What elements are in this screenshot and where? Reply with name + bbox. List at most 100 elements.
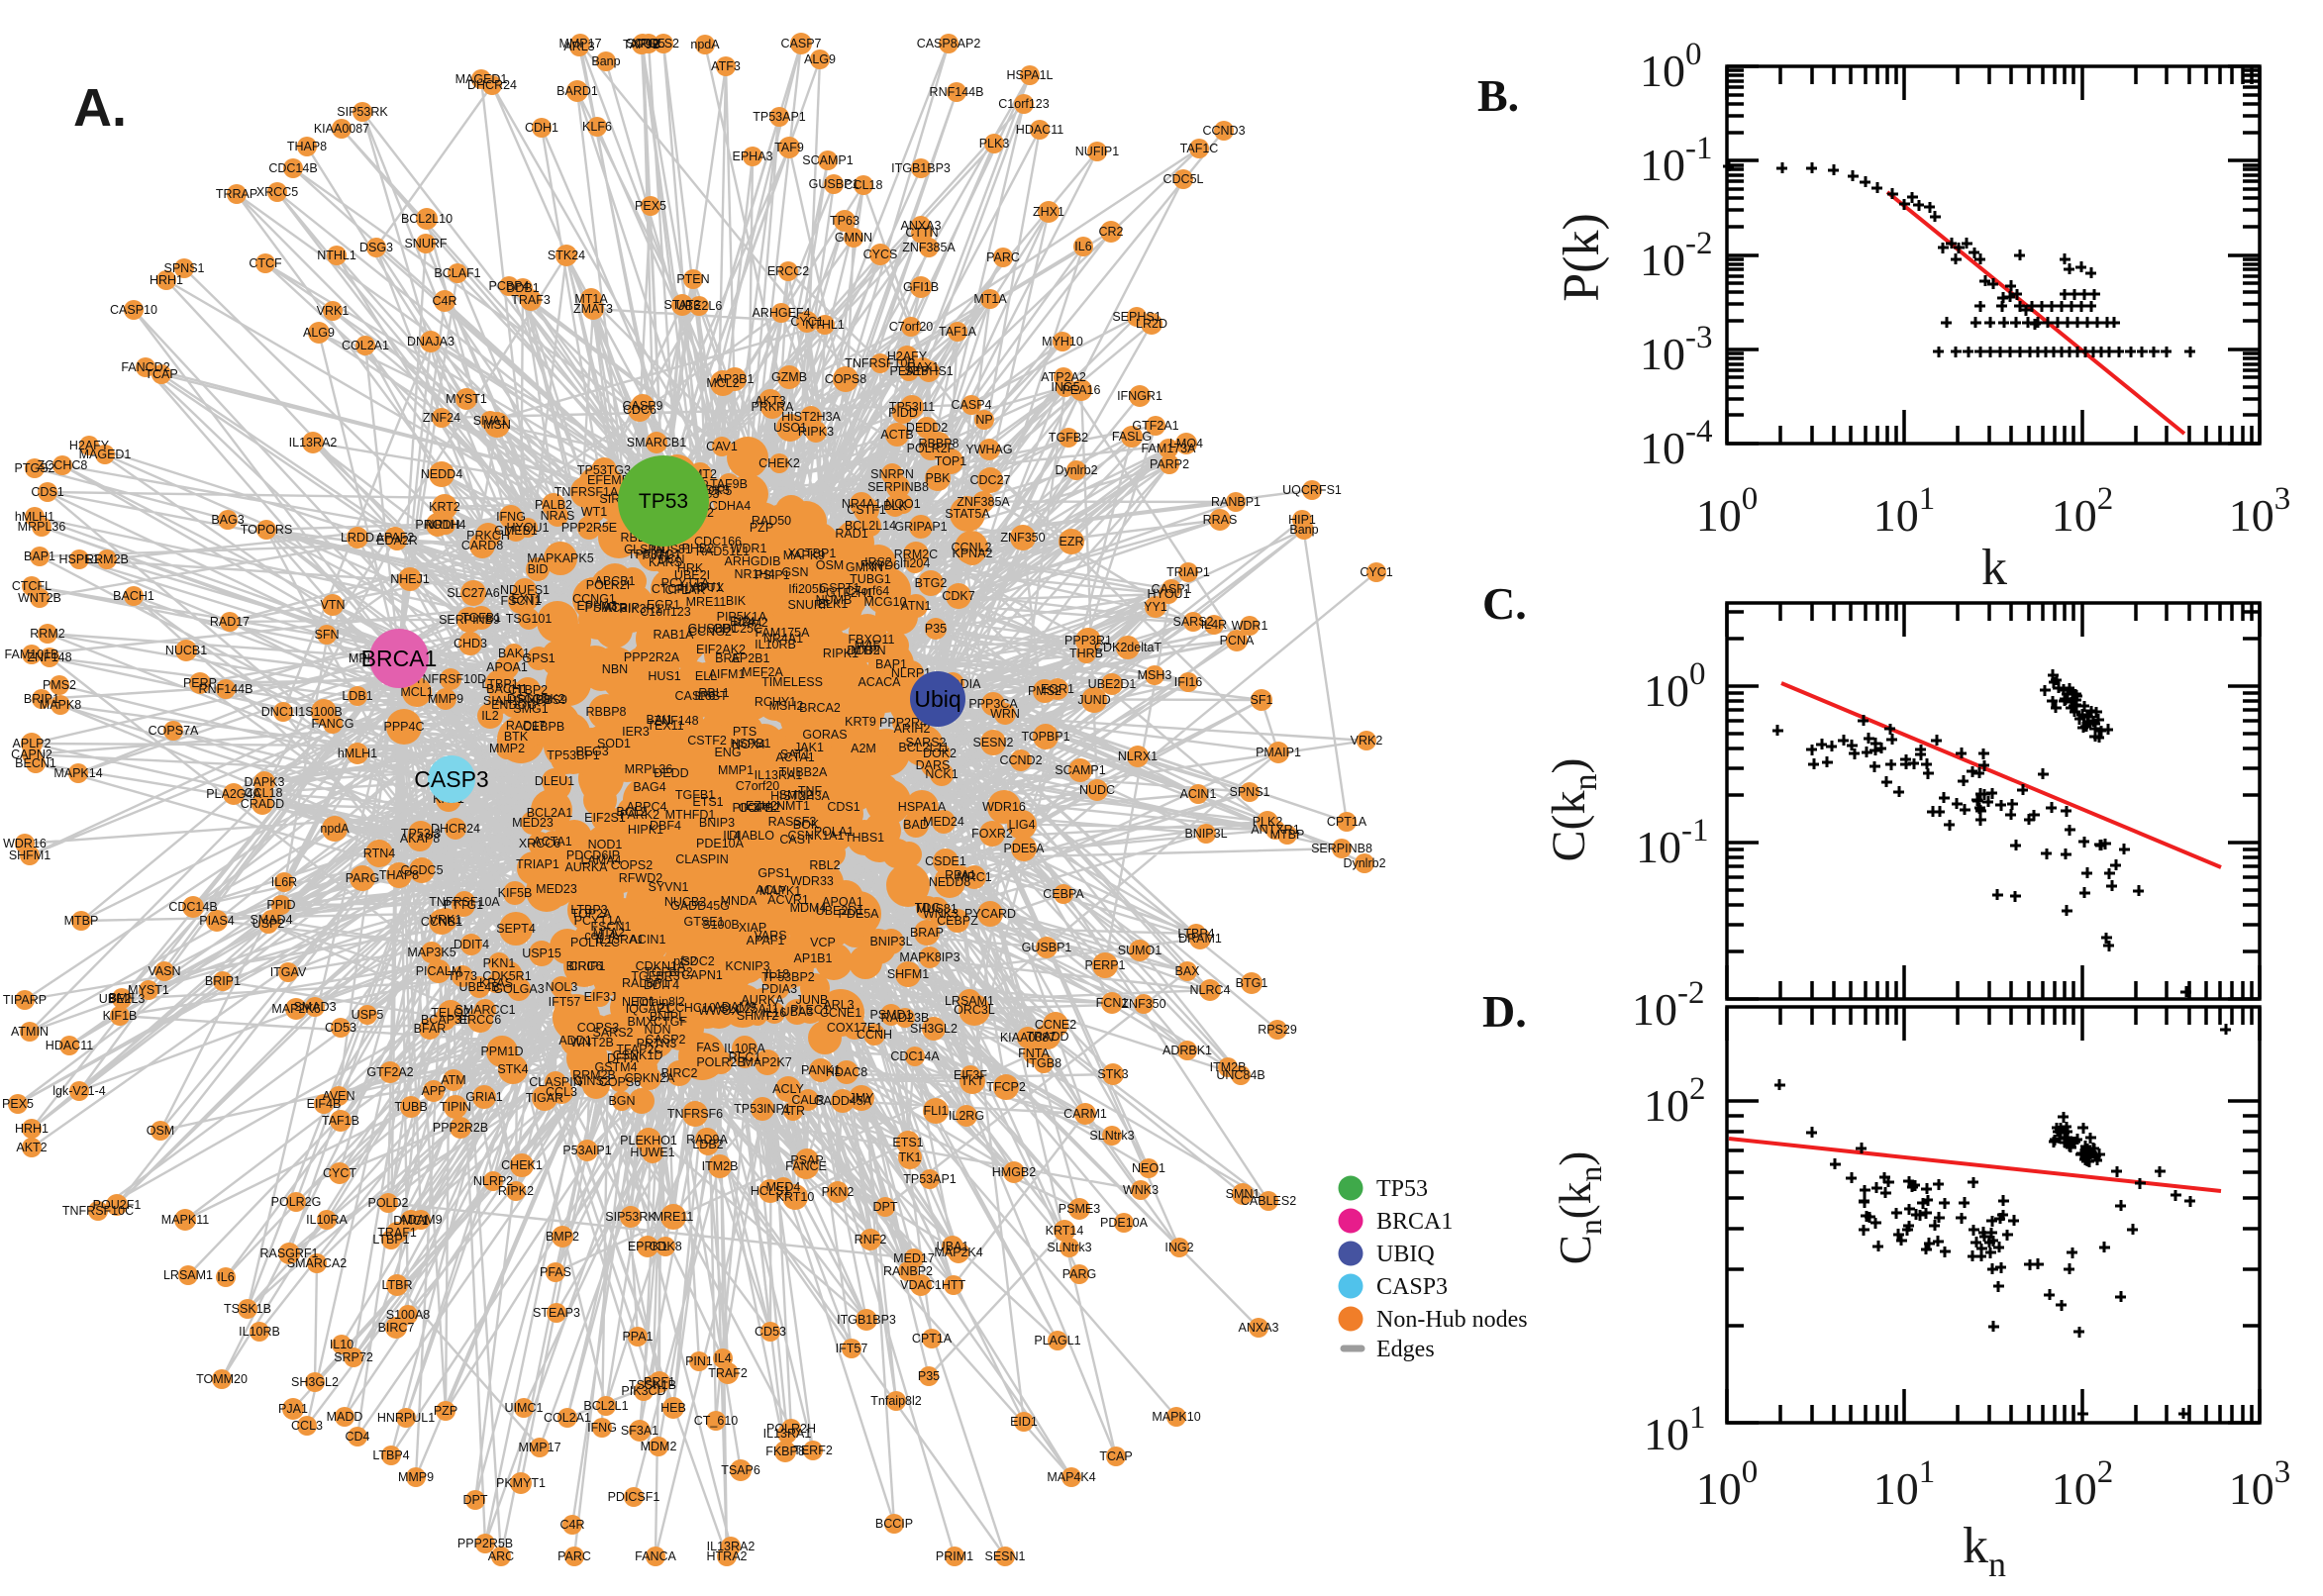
svg-text:GFI1B: GFI1B — [903, 280, 939, 294]
svg-text:APLP2: APLP2 — [13, 737, 51, 750]
svg-text:MCG10: MCG10 — [863, 595, 906, 609]
svg-text:AKAP8: AKAP8 — [400, 832, 440, 846]
svg-text:DCN: DCN — [657, 552, 684, 566]
svg-text:RNF144B: RNF144B — [199, 682, 253, 696]
svg-text:NRAS: NRAS — [541, 509, 575, 523]
svg-text:LMO4: LMO4 — [1169, 437, 1203, 450]
svg-text:GSPT1: GSPT1 — [820, 581, 860, 595]
svg-text:ATP2A2: ATP2A2 — [1041, 370, 1086, 384]
svg-text:CD53: CD53 — [755, 1325, 786, 1339]
svg-text:VRK1: VRK1 — [430, 913, 462, 927]
svg-text:PSMD1: PSMD1 — [869, 1008, 912, 1022]
svg-text:CCNB1: CCNB1 — [421, 915, 462, 929]
svg-text:RRM2: RRM2 — [30, 627, 64, 641]
svg-text:NUMB: NUMB — [816, 593, 853, 607]
svg-text:hMLH1: hMLH1 — [15, 510, 54, 524]
svg-text:AVEN: AVEN — [322, 1089, 354, 1103]
svg-text:SNURF: SNURF — [787, 598, 830, 612]
svg-text:CTGF: CTGF — [654, 1015, 687, 1029]
svg-text:PMAIP1: PMAIP1 — [1256, 746, 1301, 759]
svg-text:CHEK2: CHEK2 — [758, 456, 800, 470]
svg-text:Dynlrb2: Dynlrb2 — [1343, 856, 1385, 870]
svg-text:RBBP8: RBBP8 — [919, 437, 960, 450]
svg-text:IFI16: IFI16 — [1174, 675, 1203, 689]
svg-text:PLEKHO1: PLEKHO1 — [620, 1134, 677, 1147]
svg-text:PIDD: PIDD — [888, 406, 918, 420]
svg-text:MMP1: MMP1 — [718, 763, 754, 777]
svg-text:TP53: TP53 — [639, 490, 688, 513]
svg-text:TGFB2: TGFB2 — [1049, 431, 1088, 445]
svg-text:NEO1: NEO1 — [622, 995, 656, 1009]
svg-text:Ifi205b: Ifi205b — [788, 582, 826, 596]
svg-text:TFAP2C: TFAP2C — [616, 1043, 662, 1056]
svg-text:CDKN1A: CDKN1A — [636, 959, 686, 973]
svg-text:APOA1: APOA1 — [822, 895, 863, 909]
svg-text:SCAMP1: SCAMP1 — [1055, 763, 1105, 777]
svg-text:BRCA1: BRCA1 — [361, 646, 438, 671]
svg-text:CDS1: CDS1 — [31, 485, 63, 499]
svg-text:PYCARD: PYCARD — [964, 907, 1016, 921]
svg-text:HAX1: HAX1 — [907, 360, 940, 374]
svg-text:Ifi204: Ifi204 — [900, 556, 931, 570]
svg-text:APAF2: APAF2 — [376, 531, 415, 545]
svg-text:HSPE1: HSPE1 — [59, 552, 100, 566]
svg-text:FBXO11: FBXO11 — [848, 633, 894, 647]
svg-text:MDM2: MDM2 — [641, 1440, 677, 1453]
svg-text:GUSBP1: GUSBP1 — [688, 622, 739, 636]
svg-text:ZNF385A: ZNF385A — [957, 495, 1010, 509]
svg-text:PEG3: PEG3 — [575, 745, 608, 758]
svg-text:EZR: EZR — [1060, 535, 1084, 549]
svg-text:CR2: CR2 — [1098, 225, 1123, 239]
svg-text:P(k): P(k) — [1554, 213, 1610, 302]
svg-text:NDUFS1: NDUFS1 — [500, 583, 550, 597]
svg-text:BACH1: BACH1 — [486, 682, 528, 696]
svg-text:BCAP31: BCAP31 — [421, 1013, 468, 1027]
svg-text:TP53BP2: TP53BP2 — [761, 970, 815, 984]
svg-text:RAD50: RAD50 — [752, 514, 791, 528]
svg-text:PPP2R5E: PPP2R5E — [561, 521, 617, 535]
svg-text:MAGED1: MAGED1 — [455, 72, 508, 86]
svg-text:IL13RA1: IL13RA1 — [596, 933, 645, 947]
svg-text:HCLS1: HCLS1 — [751, 1184, 790, 1198]
svg-text:CCL18: CCL18 — [245, 786, 283, 800]
svg-text:CASP10: CASP10 — [110, 303, 157, 317]
svg-text:XRCC5: XRCC5 — [256, 185, 298, 199]
svg-text:PIAS4: PIAS4 — [199, 914, 234, 928]
svg-text:BIRC6: BIRC6 — [566, 959, 603, 973]
svg-text:CPT1A: CPT1A — [912, 1332, 953, 1346]
svg-text:BRCA1: BRCA1 — [1376, 1209, 1453, 1235]
svg-text:C(kn): C(kn) — [1543, 758, 1604, 862]
svg-text:FAM173A: FAM173A — [1142, 442, 1197, 455]
svg-text:SF1: SF1 — [1251, 693, 1273, 707]
svg-text:DIABLO: DIABLO — [729, 829, 774, 843]
svg-text:ARC: ARC — [488, 1549, 514, 1563]
svg-text:AP3B1: AP3B1 — [716, 372, 755, 386]
svg-text:CSNK1A1: CSNK1A1 — [788, 829, 845, 843]
svg-text:BNIP3L: BNIP3L — [869, 935, 912, 948]
svg-text:TERF2: TERF2 — [793, 1444, 833, 1457]
svg-text:TUBB: TUBB — [394, 1100, 427, 1114]
svg-text:CYC1: CYC1 — [1360, 565, 1392, 579]
svg-text:PRF1: PRF1 — [644, 1375, 675, 1389]
svg-text:PDCD6IP: PDCD6IP — [566, 848, 620, 862]
svg-text:RIPK1: RIPK1 — [823, 647, 858, 660]
svg-text:TOPBP1: TOPBP1 — [1021, 730, 1069, 744]
svg-text:LTBR: LTBR — [381, 1278, 412, 1292]
svg-text:FAM175A: FAM175A — [756, 626, 811, 640]
svg-text:NUFIP1: NUFIP1 — [1075, 145, 1120, 158]
svg-text:CT_610: CT_610 — [694, 1414, 739, 1428]
svg-text:TSG101: TSG101 — [506, 612, 553, 626]
svg-text:CDK2: CDK2 — [532, 692, 564, 706]
svg-text:HRH1: HRH1 — [150, 273, 183, 287]
svg-text:NTHL1: NTHL1 — [805, 318, 845, 332]
svg-text:SPNS1: SPNS1 — [1230, 785, 1270, 799]
svg-text:GINS2: GINS2 — [573, 1074, 611, 1088]
svg-text:MAP2K7: MAP2K7 — [743, 1055, 791, 1069]
svg-text:HUS1: HUS1 — [648, 669, 680, 683]
svg-text:TDG: TDG — [915, 901, 941, 915]
svg-text:KRT10: KRT10 — [776, 1190, 815, 1204]
svg-text:PARP2: PARP2 — [1150, 457, 1189, 471]
svg-text:PPA1: PPA1 — [622, 1330, 653, 1344]
svg-text:CDC25C: CDC25C — [713, 622, 762, 636]
svg-text:ALG9: ALG9 — [303, 326, 335, 340]
